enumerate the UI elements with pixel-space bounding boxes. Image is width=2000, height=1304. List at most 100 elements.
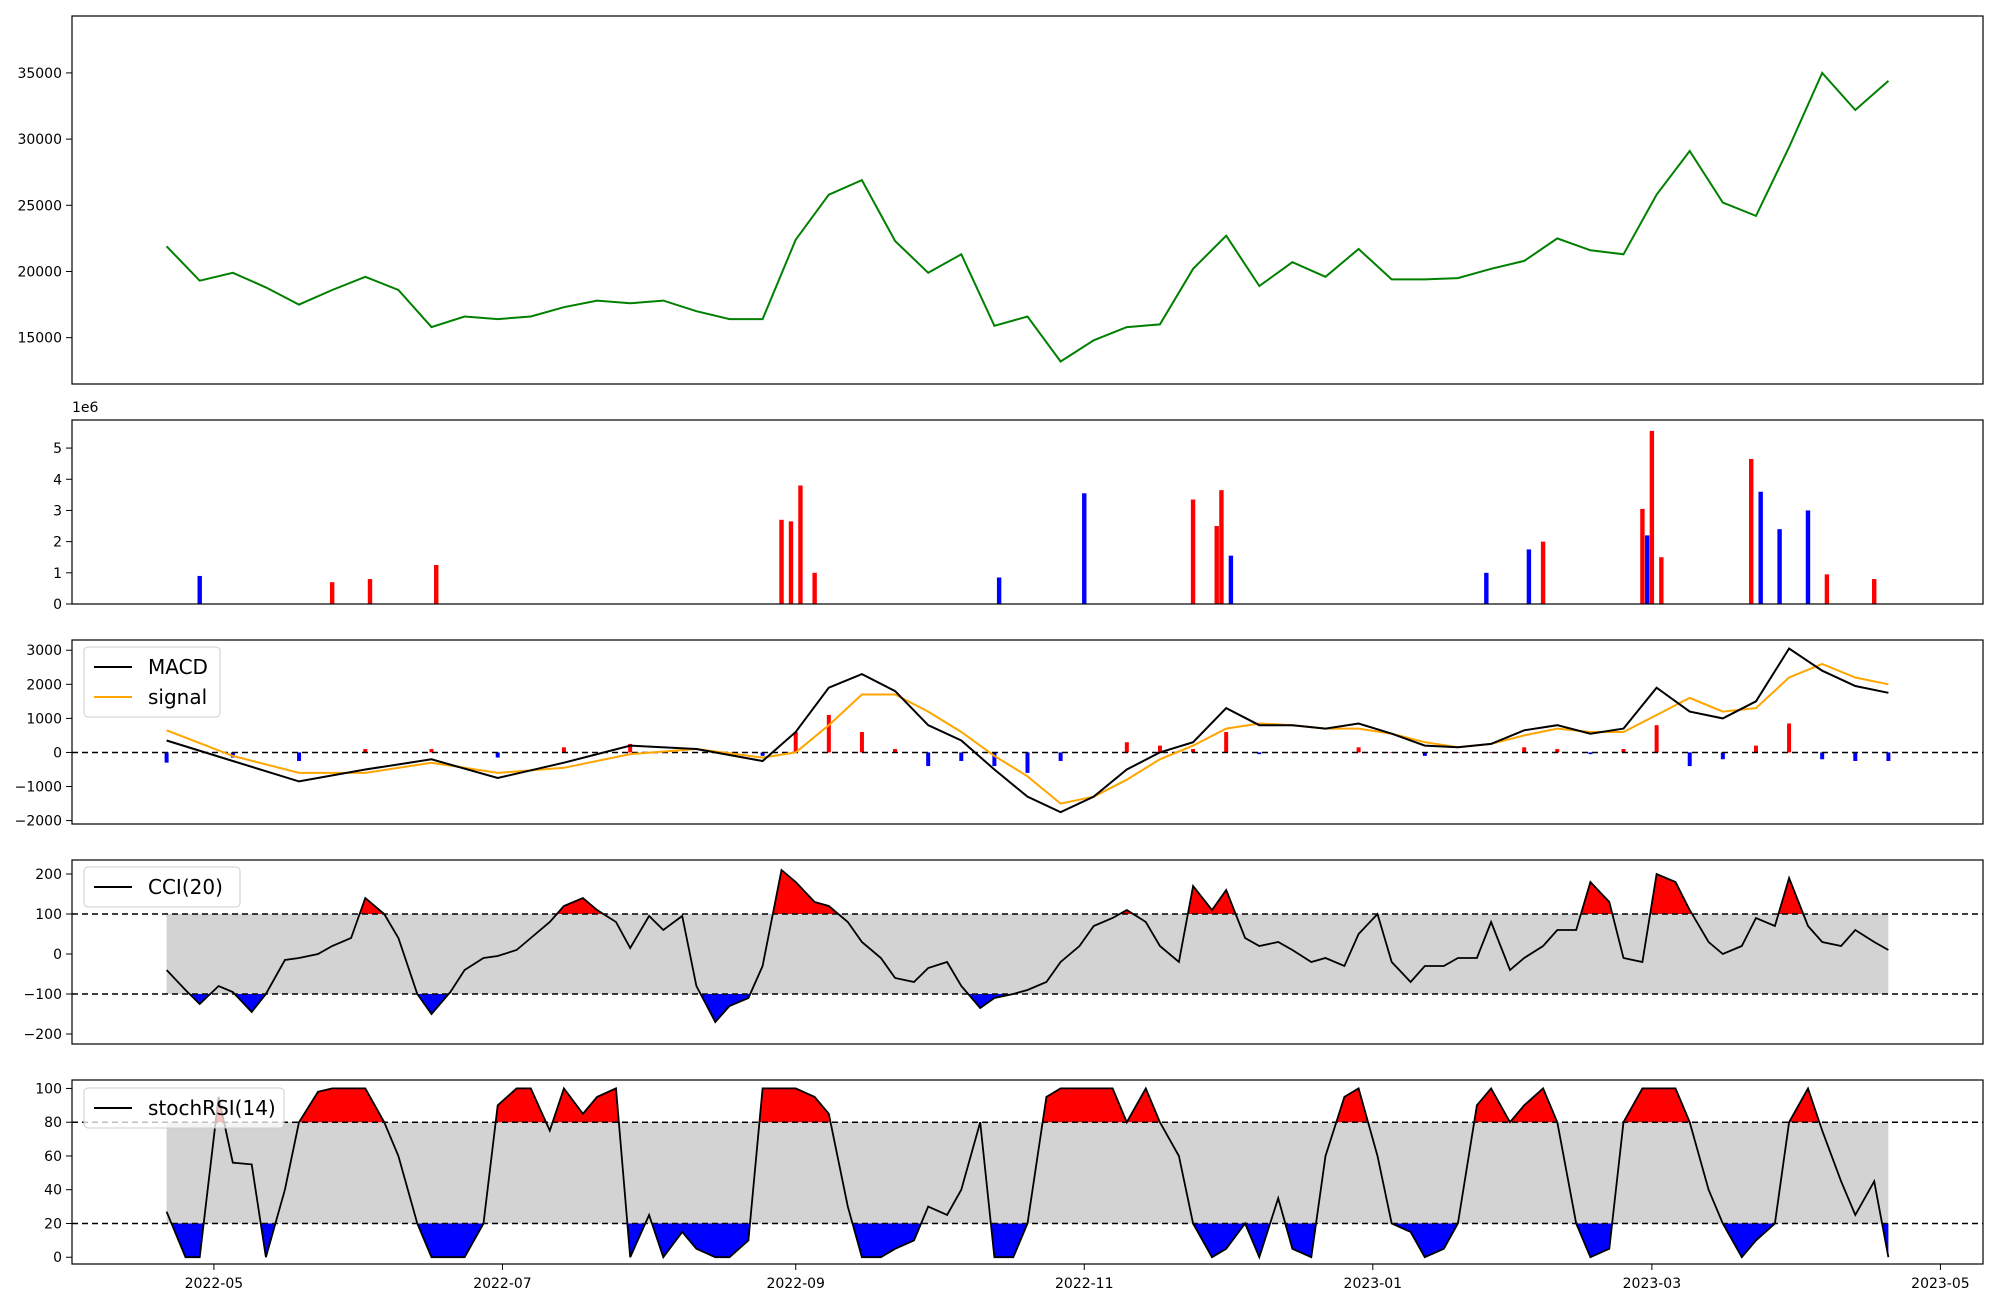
volume-bar [1659, 557, 1664, 604]
cci-overbought-fill [1650, 874, 1693, 914]
signal-line [166, 662, 1889, 805]
volume-bar [1649, 430, 1655, 604]
macd-hist-bar [1489, 752, 1494, 753]
macd-hist-bar [1720, 752, 1725, 760]
macd-ytick-label: 2000 [26, 677, 62, 693]
volume-frame [71, 419, 1984, 605]
stochrsi-overbought-fill [1042, 1088, 1160, 1123]
macd-hist-bar [1422, 752, 1427, 756]
cci-oversold-fill [417, 994, 449, 1014]
xtick-label: 2022-09 [766, 1276, 825, 1292]
macd-hist-bar [1025, 752, 1030, 773]
stochrsi-ytick-label: 60 [44, 1149, 62, 1165]
cci-ytick-label: 0 [53, 947, 62, 963]
stochrsi-oversold-fill [990, 1223, 1028, 1258]
volume-ytick-label: 1 [53, 566, 62, 582]
price-line [165, 71, 1890, 363]
volume-bar [779, 519, 784, 604]
cci-legend: CCI(20) [83, 866, 241, 908]
volume-bar [996, 577, 1002, 604]
cci-overbought-fill [1778, 878, 1804, 914]
macd-ytick-label: 0 [53, 745, 62, 761]
stochrsi-frame [71, 1079, 1984, 1265]
volume-ytick-label: 3 [53, 503, 62, 519]
cci-overbought-fill [556, 898, 604, 914]
macd-hist-bar [1654, 725, 1659, 753]
macd-hist-bar [1224, 732, 1229, 753]
price-frame [71, 15, 1984, 385]
cci-oversold-fill [968, 994, 1014, 1008]
macd-hist-bar [1787, 723, 1792, 753]
macd-hist-bar [495, 752, 500, 758]
volume-bar [1824, 574, 1830, 604]
stochrsi-oversold-fill [1391, 1223, 1458, 1258]
macd-frame [71, 639, 1984, 825]
cci-line [165, 868, 1889, 1024]
volume-bar [1484, 572, 1489, 604]
macd-hist-bar [1820, 752, 1825, 760]
volume-bar [1214, 526, 1219, 604]
volume-ytick-label: 4 [53, 472, 62, 488]
cci-ytick-label: −200 [24, 1027, 62, 1043]
volume-bar [812, 572, 817, 604]
macd-hist-bar [760, 752, 765, 756]
cci-overbought-fill [772, 870, 839, 914]
cci-oversold-fill [189, 994, 211, 1004]
macd-hist-bar [1555, 749, 1560, 753]
volume-bar [788, 521, 794, 604]
macd-hist-bar [1389, 752, 1394, 753]
price-ytick-label: 35000 [17, 66, 62, 82]
volume-bar [1805, 510, 1811, 604]
cci-frame [71, 859, 1984, 1045]
stochrsi-legend: stochRSI(14) [83, 1087, 285, 1129]
stochrsi-line [165, 1086, 1890, 1260]
macd-hist-bar [859, 732, 864, 753]
stochrsi-oversold-fill [1722, 1223, 1775, 1258]
volume-bar [1526, 549, 1532, 604]
volume-bar [1872, 579, 1877, 604]
cci-oversold-fill [700, 994, 751, 1022]
volume-bar [1640, 508, 1645, 604]
stochrsi-oversold-fill [260, 1223, 276, 1258]
macd-hist-bar [1257, 752, 1262, 755]
volume-bar [1644, 535, 1650, 604]
legend-signal-label: signal [148, 685, 207, 709]
volume-bar [1758, 491, 1763, 604]
stochrsi-oversold-fill [852, 1223, 922, 1258]
volume-bar [1190, 499, 1196, 604]
macd-line [166, 647, 1889, 814]
macd-hist-bar [893, 749, 898, 753]
macd-ytick-label: 1000 [26, 711, 62, 727]
macd-hist-bar [959, 752, 964, 761]
volume-bar [197, 575, 202, 604]
macd-hist-bar [1191, 749, 1196, 753]
legend-stochrsi-label: stochRSI(14) [148, 1096, 276, 1120]
stochrsi-oversold-fill [651, 1223, 750, 1258]
macd-hist-bar [1853, 752, 1858, 761]
xtick-label: 2022-05 [185, 1276, 244, 1292]
volume-scale-label: 1e6 [72, 400, 99, 416]
macd-hist-bar [926, 752, 931, 767]
stochrsi-oversold-fill [171, 1223, 204, 1258]
stochrsi-neutral-band [166, 1122, 1889, 1224]
volume-bar [1219, 490, 1224, 604]
stochrsi-overbought-fill [1789, 1088, 1820, 1123]
macd-hist-bar [1687, 752, 1692, 767]
stochrsi-ytick-label: 20 [44, 1216, 62, 1232]
macd-hist-bar [1356, 747, 1361, 753]
macd-hist-bar [561, 747, 566, 753]
xtick-label: 2022-07 [473, 1276, 532, 1292]
cci-ytick-label: −100 [24, 987, 62, 1003]
stochrsi-ytick-label: 0 [53, 1250, 62, 1266]
volume-bar [434, 565, 439, 604]
volume-ytick-label: 5 [53, 441, 62, 457]
cci-ytick-label: 200 [35, 867, 62, 883]
macd-hist-bar [1522, 747, 1527, 753]
volume-bar [329, 582, 335, 604]
volume-bar [1082, 493, 1087, 604]
cci-oversold-fill [234, 994, 266, 1012]
legend-macd-label: MACD [148, 655, 208, 679]
macd-hist-bar [164, 752, 169, 763]
price-ytick-label: 25000 [17, 198, 62, 214]
